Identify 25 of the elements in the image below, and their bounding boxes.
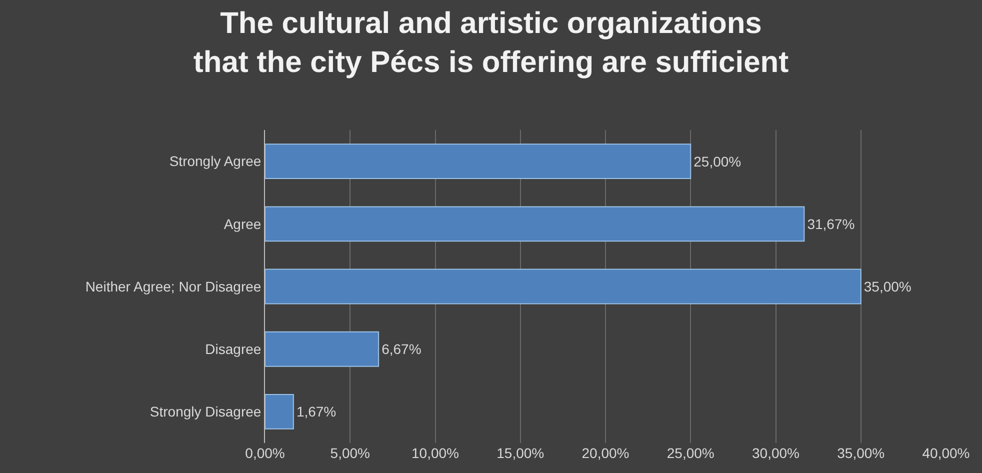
bar [265, 144, 692, 180]
data-label: 1,67% [296, 404, 336, 420]
y-tick-label: Strongly Agree [169, 153, 262, 170]
data-label: 35,00% [864, 278, 912, 295]
chart-title: The cultural and artistic organizations that the city Pécs is offering are sufficient [193, 7, 789, 80]
y-tick-label: Disagree [205, 341, 262, 357]
x-tick-label: 5,00% [330, 445, 370, 461]
y-tick-label: Neither Agree; Nor Disagree [85, 278, 262, 294]
data-label: 31,67% [807, 216, 855, 232]
x-tick-label: 20,00% [582, 445, 630, 461]
x-tick-label: 25,00% [666, 445, 714, 461]
bar [265, 206, 805, 242]
x-tick-label: 30,00% [752, 445, 800, 461]
x-tick-label: 10,00% [412, 445, 459, 461]
x-tick-label: 15,00% [496, 445, 544, 461]
bar [265, 268, 862, 304]
bar [265, 394, 294, 430]
y-tick-label: Agree [224, 216, 262, 232]
y-tick-label: Strongly Disagree [150, 404, 262, 420]
x-tick-label: 35,00% [837, 445, 885, 461]
x-tick-label: 0,00% [245, 445, 285, 461]
data-label: 25,00% [694, 153, 742, 170]
data-label: 6,67% [382, 341, 422, 358]
bar [265, 331, 380, 367]
x-tick-label: 40,00% [922, 445, 970, 461]
